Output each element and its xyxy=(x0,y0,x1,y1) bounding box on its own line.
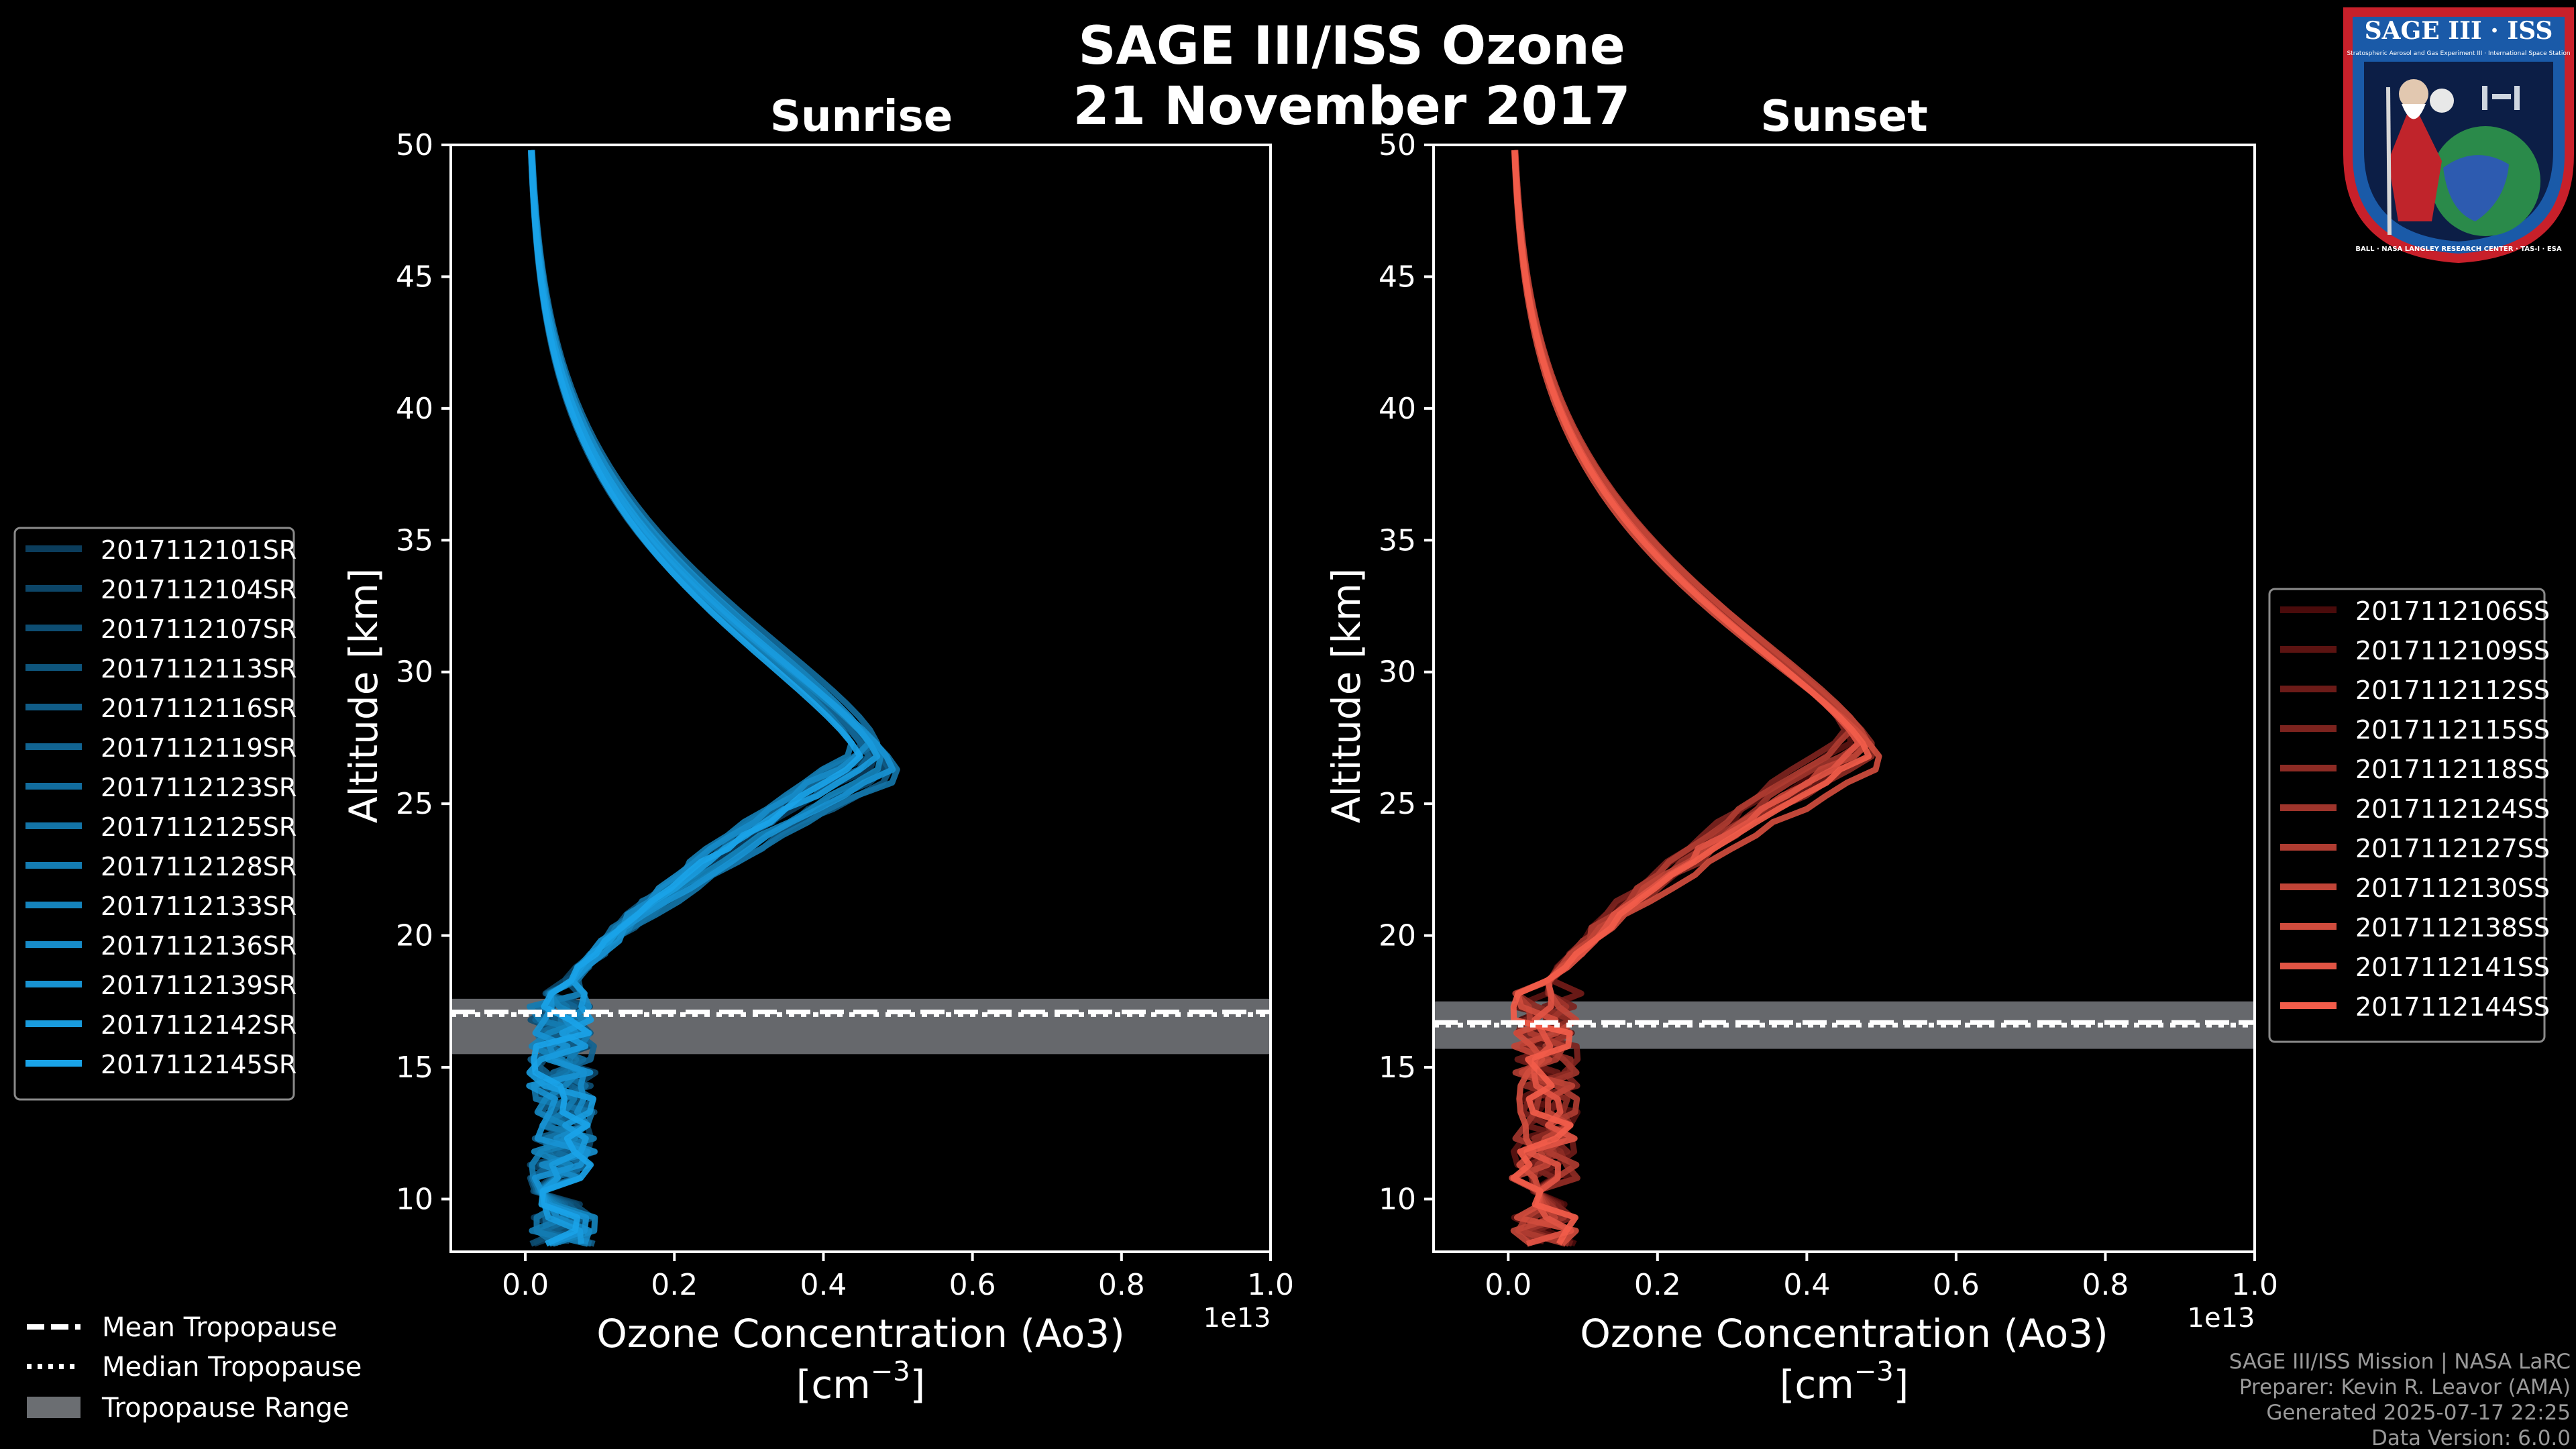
legend-label: 2017112109SS xyxy=(2355,636,2550,665)
x-tick-label: 0.4 xyxy=(800,1268,847,1302)
legend-label: 2017112124SS xyxy=(2355,794,2550,824)
y-tick-label: 30 xyxy=(1379,655,1416,690)
y-tick-label: 20 xyxy=(396,919,433,953)
legend-label: 2017112123SR xyxy=(101,773,297,802)
y-tick-label: 35 xyxy=(1379,523,1416,557)
sunset-legend: 2017112106SS 2017112109SS 2017112112SS 2017… xyxy=(2268,588,2550,1043)
y-tick-label: 50 xyxy=(1379,128,1416,162)
x-tick-label: 0.6 xyxy=(949,1268,996,1302)
plot-frame xyxy=(449,144,1272,1253)
legend-label: 2017112136SR xyxy=(101,931,297,961)
y-tick-label: 45 xyxy=(396,260,433,294)
legend-label: 2017112138SS xyxy=(2355,913,2550,943)
sunset-panel: 10 15 20 25 30 35 40 45 50 0.0 0.2 0.4 0.6 0.8 1.01e13… xyxy=(1324,128,2278,1407)
x-axis-unit: [cm−3] xyxy=(1780,1356,1909,1407)
x-axis-label: Ozone Concentration (Ao3) xyxy=(1580,1311,2108,1356)
x-tick-label: 0.6 xyxy=(1933,1268,1980,1302)
y-axis-label: Altitude [km] xyxy=(341,568,386,823)
legend-label: 2017112144SS xyxy=(2355,992,2550,1022)
x-tick-label: 0.8 xyxy=(2082,1268,2129,1302)
x-tick-label: 0.0 xyxy=(502,1268,549,1302)
legend-label: 2017112112SS xyxy=(2355,676,2550,705)
panel-title-sunrise: Sunrise xyxy=(770,92,953,142)
x-axis-label: Ozone Concentration (Ao3) xyxy=(596,1311,1125,1356)
legend-label: 2017112104SR xyxy=(101,575,297,604)
logo-title: SAGE III · ISS xyxy=(2365,17,2553,45)
x-tick-label: 0.2 xyxy=(651,1268,698,1302)
x-tick-label: 0.8 xyxy=(1098,1268,1145,1302)
footer-line: Generated 2025-07-17 22:25 xyxy=(2266,1401,2571,1425)
y-tick-label: 25 xyxy=(396,787,433,821)
x-tick-label: 1.0 xyxy=(2231,1268,2278,1302)
x-scale-note: 1e13 xyxy=(2188,1303,2255,1334)
legend-label: 2017112130SS xyxy=(2355,873,2550,903)
legend-label: 2017112101SR xyxy=(101,535,297,565)
legend-label: 2017112127SS xyxy=(2355,834,2550,863)
logo-small-text: Stratospheric Aerosol and Gas Experiment… xyxy=(2347,50,2570,57)
legend-label: 2017112115SS xyxy=(2355,715,2550,745)
x-tick-label: 0.4 xyxy=(1783,1268,1830,1302)
legend-label: 2017112141SS xyxy=(2355,953,2550,982)
y-tick-label: 15 xyxy=(396,1051,433,1085)
legend-box xyxy=(2268,588,2546,1043)
profile-line xyxy=(528,150,863,1247)
tropopause-range-label: Tropopause Range xyxy=(101,1393,350,1424)
legend-label: 2017112118SS xyxy=(2355,755,2550,784)
footer-line: SAGE III/ISS Mission | NASA LaRC xyxy=(2229,1350,2571,1374)
legend-label: 2017112125SR xyxy=(101,812,297,842)
x-tick-label: 0.0 xyxy=(1485,1268,1532,1302)
y-tick-label: 20 xyxy=(1379,919,1416,953)
panel-title-sunset: Sunset xyxy=(1760,92,1927,142)
figure-title-line2: 21 November 2017 xyxy=(1073,76,1630,137)
y-tick-label: 30 xyxy=(396,655,433,690)
footer-credits: SAGE III/ISS Mission | NASA LaRC Prepare… xyxy=(2229,1350,2571,1449)
legend-label: 2017112133SR xyxy=(101,892,297,921)
y-tick-label: 50 xyxy=(396,128,433,162)
mean-tropopause-label: Mean Tropopause xyxy=(102,1312,337,1343)
legend-label: 2017112139SR xyxy=(101,971,297,1000)
logo-ring-text: BALL · NASA LANGLEY RESEARCH CENTER · TA… xyxy=(2355,246,2562,253)
y-tick-label: 25 xyxy=(1379,787,1416,821)
profile-line xyxy=(1510,150,1872,1246)
legend-label: 2017112128SR xyxy=(101,852,297,881)
x-axis-unit: [cm−3] xyxy=(796,1356,926,1407)
y-tick-label: 40 xyxy=(1379,392,1416,426)
tropopause-range-swatch xyxy=(27,1397,80,1418)
legend-label: 2017112119SR xyxy=(101,733,297,763)
y-axis-label: Altitude [km] xyxy=(1324,568,1369,823)
y-tick-label: 40 xyxy=(396,392,433,426)
sage-iii-iss-logo: SAGE III · ISS Stratospheric Aerosol and… xyxy=(2343,7,2574,264)
x-scale-note: 1e13 xyxy=(1203,1303,1271,1334)
legend-label: 2017112116SR xyxy=(101,694,297,723)
legend-label: 2017112113SR xyxy=(101,654,297,684)
y-tick-label: 10 xyxy=(396,1182,433,1216)
plot-frame xyxy=(1432,144,2256,1253)
y-tick-label: 35 xyxy=(396,523,433,557)
y-tick-label: 45 xyxy=(1379,260,1416,294)
x-tick-label: 0.2 xyxy=(1634,1268,1681,1302)
sunrise-legend: 2017112101SR 2017112104SR 2017112107SR 2017… xyxy=(13,527,297,1101)
figure-title-line1: SAGE III/ISS Ozone xyxy=(1078,16,1625,76)
legend-label: 2017112145SR xyxy=(101,1050,297,1079)
y-tick-label: 15 xyxy=(1379,1051,1416,1085)
y-tick-label: 10 xyxy=(1379,1182,1416,1216)
sunrise-panel: 10 15 20 25 30 35 40 45 50 0.0 0.2 0.4 0.6 0.8 1.01e13… xyxy=(341,128,1294,1407)
x-tick-label: 1.0 xyxy=(1247,1268,1294,1302)
footer-line: Preparer: Kevin R. Leavor (AMA) xyxy=(2239,1375,2571,1399)
tropopause-legend: Mean Tropopause Median Tropopause Tropop… xyxy=(27,1312,362,1424)
median-tropopause-label: Median Tropopause xyxy=(102,1352,362,1383)
legend-box xyxy=(13,527,295,1101)
legend-label: 2017112107SR xyxy=(101,614,297,644)
footer-line: Data Version: 6.0.0 xyxy=(2371,1426,2571,1449)
legend-label: 2017112142SR xyxy=(101,1010,297,1040)
legend-label: 2017112106SS xyxy=(2355,596,2550,626)
